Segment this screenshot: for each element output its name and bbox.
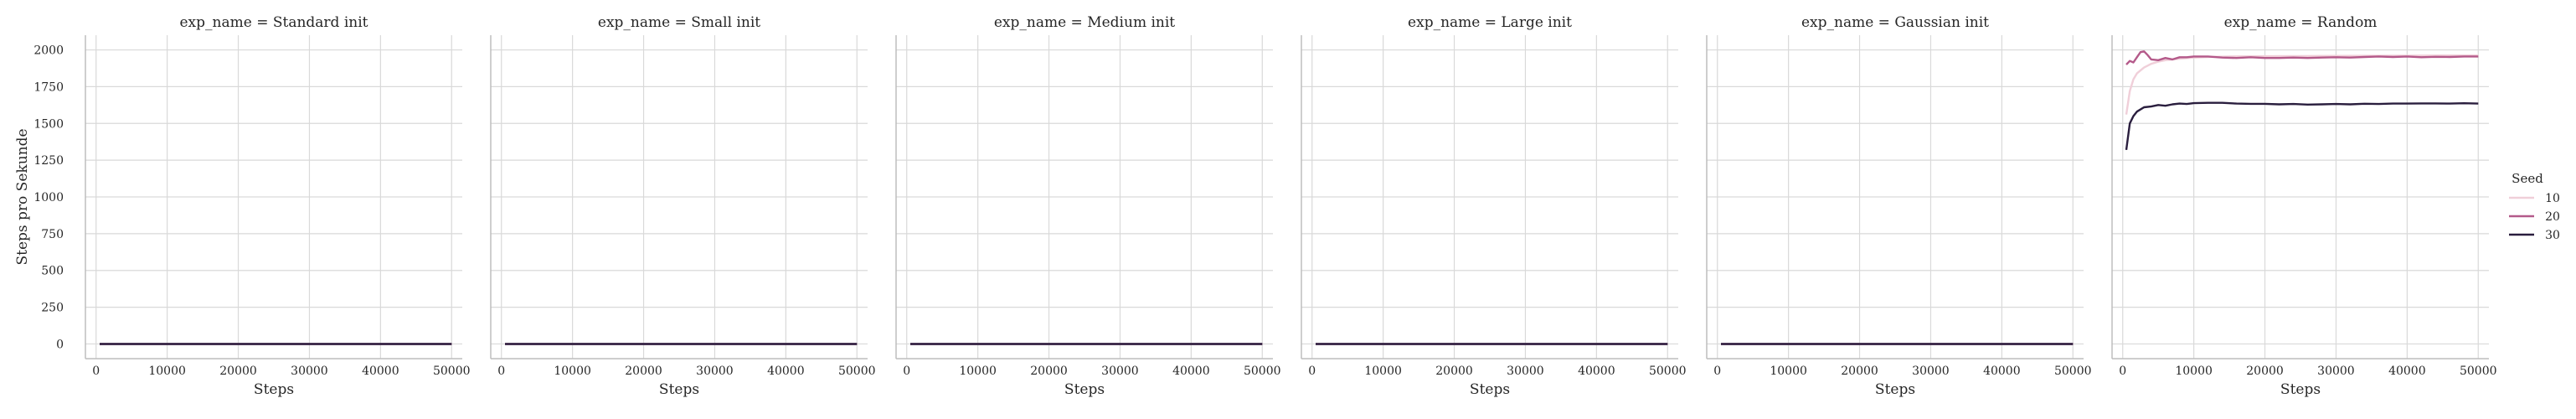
x-axis-label: Steps <box>1064 381 1105 398</box>
x-tick-label: 30000 <box>1912 365 1950 378</box>
legend-label-10: 10 <box>2545 192 2560 205</box>
series-line-10 <box>2125 54 2479 115</box>
y-tick-label: 1750 <box>33 80 64 94</box>
x-axis-label: Steps <box>1875 381 1915 398</box>
facet-panel: 0 10000 20000 30000 40000 50000 exp_name = Med… <box>895 14 1281 398</box>
x-tick-label: 30000 <box>2317 365 2355 378</box>
panel-title: exp_name = Standard init <box>180 14 368 31</box>
x-tick-label: 20000 <box>1435 365 1473 378</box>
x-tick-label: 20000 <box>2246 365 2284 378</box>
x-tick-label: 10000 <box>2175 365 2213 378</box>
x-tick-label: 40000 <box>2388 365 2426 378</box>
panel-title: exp_name = Gaussian init <box>1801 14 1989 31</box>
panel-title: exp_name = Large init <box>1408 14 1572 31</box>
facet-panel: 0 10000 20000 30000 40000 50000 exp_name = Lar… <box>1301 14 1687 398</box>
y-tick-label: 500 <box>41 265 64 278</box>
x-tick-label: 20000 <box>219 365 257 378</box>
x-tick-label: 0 <box>903 365 910 378</box>
x-tick-label: 0 <box>1308 365 1316 378</box>
legend-label-30: 30 <box>2545 229 2560 242</box>
y-tick-label: 250 <box>41 302 64 315</box>
x-tick-label: 40000 <box>1983 365 2021 378</box>
y-tick-label: 1250 <box>33 154 64 168</box>
x-tick-label: 0 <box>92 365 100 378</box>
y-tick-label: 750 <box>41 228 64 241</box>
x-tick-label: 20000 <box>625 365 662 378</box>
x-tick-label: 10000 <box>959 365 997 378</box>
facet-panel: 0 10000 20000 30000 40000 50000 exp_name = Gau… <box>1706 14 2092 398</box>
x-tick-label: 10000 <box>1364 365 1402 378</box>
x-tick-label: 0 <box>1713 365 1721 378</box>
x-tick-label: 30000 <box>696 365 734 378</box>
x-tick-label: 40000 <box>1172 365 1210 378</box>
x-tick-label: 20000 <box>1030 365 1068 378</box>
x-axis-label: Steps <box>2280 381 2321 398</box>
facet-panel: 0 10000 20000 30000 40000 50000 0 250 500 750 1000… <box>33 14 470 398</box>
x-tick-label: 0 <box>497 365 505 378</box>
x-tick-label: 10000 <box>554 365 591 378</box>
y-tick-label: 1000 <box>33 191 64 204</box>
x-tick-label: 10000 <box>148 365 186 378</box>
x-tick-label: 20000 <box>1841 365 1878 378</box>
x-tick-label: 50000 <box>1244 365 1281 378</box>
series-line-30 <box>2125 101 2479 151</box>
x-tick-label: 50000 <box>433 365 471 378</box>
x-tick-label: 0 <box>2119 365 2126 378</box>
x-axis-label: Steps <box>659 381 699 398</box>
x-tick-label: 30000 <box>1101 365 1139 378</box>
series-line-20 <box>2125 50 2479 65</box>
facet-panel: 0 10000 20000 30000 40000 50000 exp_name = Sma… <box>490 14 876 398</box>
x-tick-label: 50000 <box>1649 365 1687 378</box>
x-tick-label: 50000 <box>2054 365 2092 378</box>
facet-panels: 0 10000 20000 30000 40000 5000002505007501000… <box>33 14 2496 398</box>
y-axis-label: Steps pro Sekunde <box>14 128 31 265</box>
x-tick-label: 30000 <box>1507 365 1544 378</box>
y-tick-label: 2000 <box>33 44 64 58</box>
y-tick-label: 0 <box>56 338 64 351</box>
x-tick-label: 30000 <box>291 365 328 378</box>
legend-title: Seed <box>2512 171 2543 186</box>
panel-title: exp_name = Medium init <box>994 14 1175 31</box>
x-tick-label: 50000 <box>2460 365 2497 378</box>
x-tick-label: 40000 <box>1578 365 1615 378</box>
x-tick-label: 50000 <box>838 365 876 378</box>
x-tick-label: 40000 <box>767 365 805 378</box>
x-axis-label: Steps <box>1470 381 1510 398</box>
legend-label-20: 20 <box>2545 210 2560 224</box>
panel-title: exp_name = Random <box>2224 14 2378 31</box>
x-axis-label: Steps <box>254 381 294 398</box>
x-tick-label: 10000 <box>1770 365 1807 378</box>
y-tick-label: 1500 <box>33 117 64 131</box>
x-tick-label: 40000 <box>362 365 399 378</box>
panel-title: exp_name = Small init <box>598 14 760 31</box>
facet-panel: 0 10000 20000 30000 40000 50000 exp_name = Ran… <box>2111 14 2497 398</box>
